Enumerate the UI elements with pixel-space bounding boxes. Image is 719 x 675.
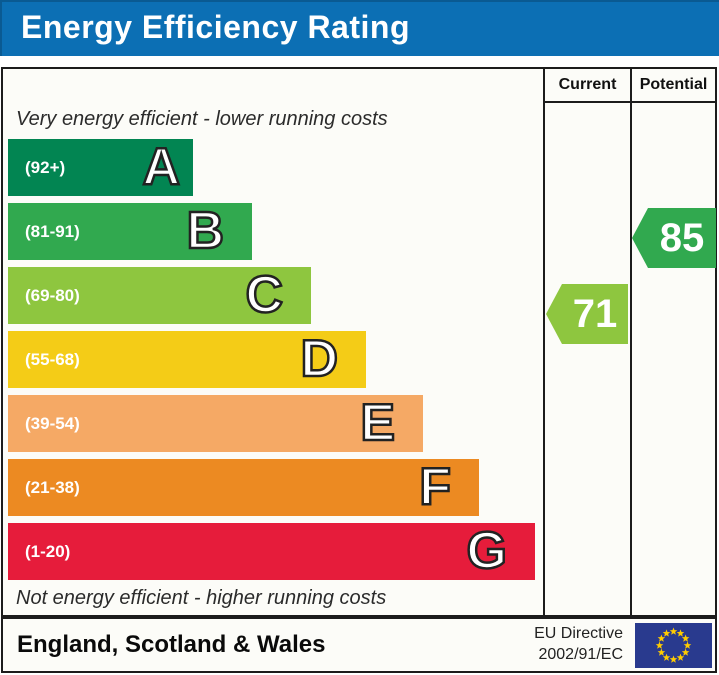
band-row-a: (92+) A xyxy=(8,137,193,197)
page-title: Energy Efficiency Rating xyxy=(21,9,410,45)
region-label: England, Scotland & Wales xyxy=(17,631,326,658)
eu-directive-label: EU Directive 2002/91/EC xyxy=(534,624,623,666)
potential-rating-value: 85 xyxy=(659,215,705,260)
band-range-label: (1-20) xyxy=(25,541,71,561)
eu-flag-icon xyxy=(635,622,712,668)
title-bar: Energy Efficiency Rating xyxy=(0,0,719,56)
band-list: (92+) A (81-91) B (69-80) C (55-68) D (3… xyxy=(8,137,535,581)
band-range-label: (39-54) xyxy=(25,413,80,433)
band-row-e: (39-54) E xyxy=(8,393,423,453)
potential-rating-arrow: 85 xyxy=(632,208,716,268)
footer: England, Scotland & Wales EU Directive 2… xyxy=(1,617,717,673)
band-row-g: (1-20) G xyxy=(8,521,535,581)
band-row-b: (81-91) B xyxy=(8,201,252,261)
band-letter: F xyxy=(418,457,452,517)
band-range-label: (55-68) xyxy=(25,349,80,369)
header-underline xyxy=(543,101,715,103)
column-divider xyxy=(630,69,632,615)
band-range-label: (92+) xyxy=(25,157,66,177)
band-range-label: (21-38) xyxy=(25,477,80,497)
band-letter: G xyxy=(465,521,508,581)
band-letter: C xyxy=(244,265,284,325)
band-letter: D xyxy=(299,329,339,389)
band-row-d: (55-68) D xyxy=(8,329,366,389)
eu-directive-line2: 2002/91/EC xyxy=(538,646,623,663)
rating-chart: Current Potential Very energy efficient … xyxy=(1,67,717,617)
eu-directive-line1: EU Directive xyxy=(534,625,623,643)
column-header-potential: Potential xyxy=(639,76,708,93)
column-divider xyxy=(543,69,545,615)
column-header-current: Current xyxy=(558,76,617,93)
current-rating-value: 71 xyxy=(572,291,618,336)
band-row-c: (69-80) C xyxy=(8,265,311,325)
band-letter: A xyxy=(141,137,181,197)
footer-right: EU Directive 2002/91/EC xyxy=(534,622,715,668)
current-rating-arrow: 71 xyxy=(546,284,628,344)
efficiency-note-bottom: Not energy efficient - higher running co… xyxy=(16,587,387,609)
efficiency-note-top: Very energy efficient - lower running co… xyxy=(16,108,388,130)
band-range-label: (81-91) xyxy=(25,221,80,241)
band-letter: B xyxy=(185,201,225,261)
band-letter: E xyxy=(359,393,396,453)
band-row-f: (21-38) F xyxy=(8,457,479,517)
band-range-label: (69-80) xyxy=(25,285,80,305)
